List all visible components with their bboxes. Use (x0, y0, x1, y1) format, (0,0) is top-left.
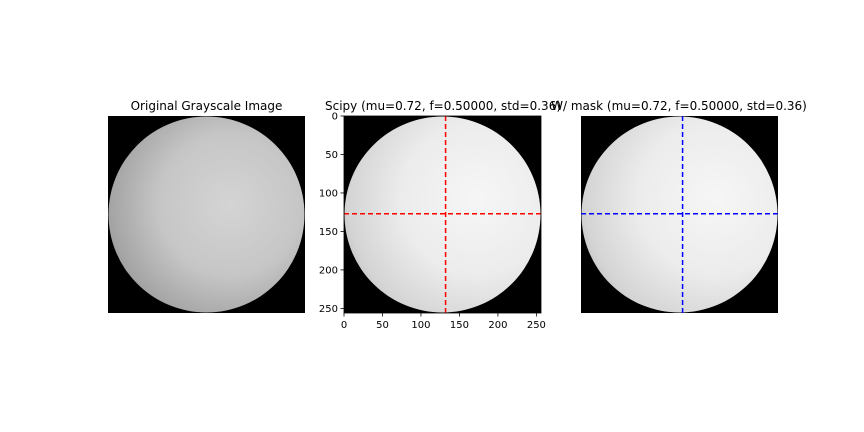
y-tick-label: 0 (332, 112, 338, 123)
x-tick-label: 250 (527, 320, 546, 331)
x-tick-label: 50 (376, 320, 389, 331)
sphere-original (108, 116, 305, 313)
x-ticks-scipy: 0 50 100 150 200 250 (341, 313, 546, 331)
y-tick-label: 250 (319, 304, 338, 315)
axes-frame-scipy (343, 115, 542, 314)
panel-title-mask: W/ mask (mu=0.72, f=0.50000, std=0.36) (551, 99, 807, 113)
panel-original: Original Grayscale Image (108, 99, 305, 313)
sphere-scipy (344, 116, 541, 313)
y-ticks-scipy: 0 50 100 150 200 250 (319, 112, 344, 315)
panel-title-scipy: Scipy (mu=0.72, f=0.50000, std=0.36) (325, 99, 561, 113)
y-tick-label: 50 (325, 150, 338, 161)
panel-title-original: Original Grayscale Image (131, 99, 283, 113)
sphere-mask (581, 116, 778, 313)
x-tick-label: 200 (488, 320, 507, 331)
x-tick-label: 100 (411, 320, 430, 331)
panel-mask: W/ mask (mu=0.72, f=0.50000, std=0.36) (551, 99, 807, 313)
x-tick-label: 150 (450, 320, 469, 331)
panel-scipy: Scipy (mu=0.72, f=0.50000, std=0.36) 0 50… (319, 99, 561, 331)
y-tick-label: 150 (319, 227, 338, 238)
x-tick-label: 0 (341, 320, 347, 331)
y-tick-label: 200 (319, 265, 338, 276)
y-tick-label: 100 (319, 188, 338, 199)
